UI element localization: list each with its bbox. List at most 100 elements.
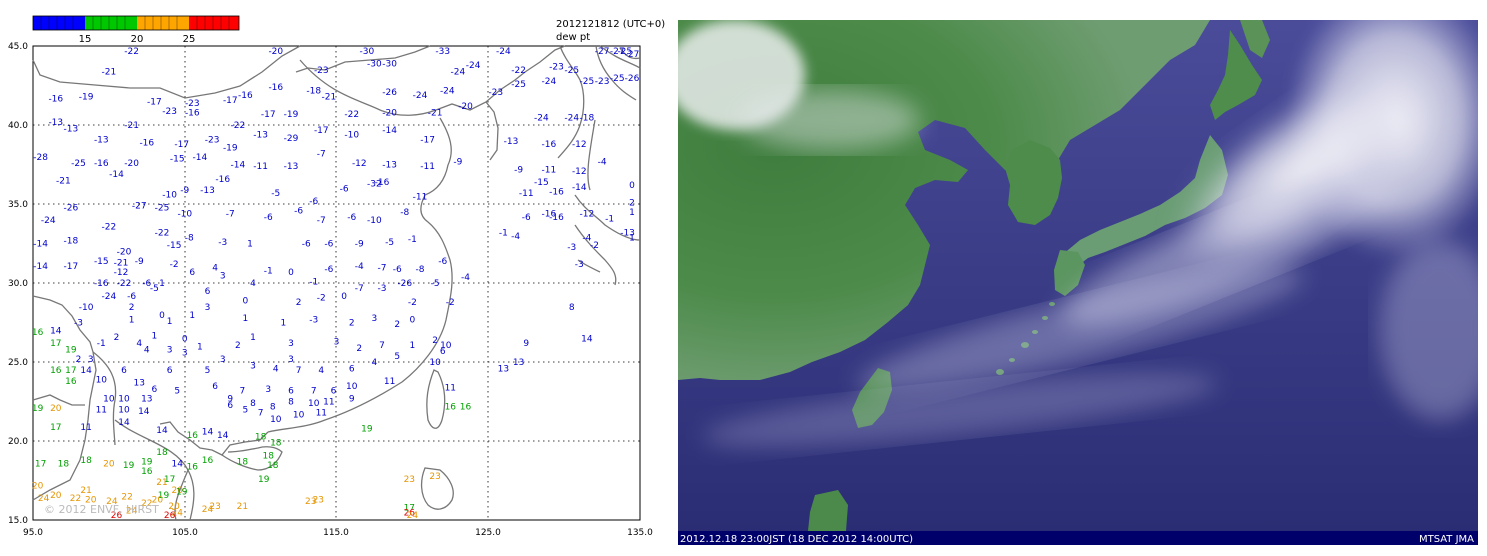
station-value: -6 bbox=[127, 292, 136, 302]
station-value: 6 bbox=[331, 387, 337, 397]
station-value: -9 bbox=[355, 240, 364, 250]
station-value: -24 bbox=[496, 47, 511, 57]
station-value: 16 bbox=[187, 431, 199, 441]
station-value: -27 bbox=[610, 47, 625, 57]
station-value: 1 bbox=[281, 319, 287, 329]
station-value: 23 bbox=[209, 502, 220, 512]
station-value: -3 bbox=[74, 319, 83, 329]
station-value: -26 bbox=[64, 203, 79, 213]
station-value: -17 bbox=[147, 98, 162, 108]
station-value: 20 bbox=[85, 496, 97, 506]
satellite-korea bbox=[1005, 140, 1062, 225]
station-value: -3 bbox=[309, 316, 318, 326]
station-value: -9 bbox=[135, 257, 144, 267]
station-value: 7 bbox=[258, 409, 264, 419]
station-value: 2 bbox=[432, 336, 438, 346]
station-value: -22 bbox=[231, 121, 246, 131]
station-value: 0 bbox=[159, 311, 165, 321]
station-value: -25 bbox=[617, 47, 632, 57]
station-value: 3 bbox=[205, 303, 211, 313]
station-value: -6 bbox=[340, 184, 349, 194]
station-value: -25 bbox=[610, 74, 625, 84]
station-value: 20 bbox=[50, 404, 62, 414]
dew-point-map: 15 20 25 2012121812 (UTC+0) dew pt bbox=[8, 15, 665, 538]
satellite-clouds bbox=[678, 20, 1478, 447]
station-value: -24 bbox=[542, 77, 557, 87]
station-value: -8 bbox=[416, 265, 425, 275]
station-value: 16 bbox=[202, 456, 214, 466]
satellite-luzon bbox=[808, 490, 848, 531]
station-value: 3 bbox=[288, 339, 294, 349]
station-value: -17 bbox=[314, 126, 329, 136]
station-value: 6 bbox=[189, 268, 195, 278]
station-value: 3 bbox=[88, 355, 94, 365]
lon-tick-135: 135.0 bbox=[627, 528, 653, 538]
station-value: 9 bbox=[227, 395, 233, 405]
station-value: -1 bbox=[97, 339, 106, 349]
station-value: -1 bbox=[264, 267, 273, 277]
station-value: 6 bbox=[152, 385, 158, 395]
station-value: -12 bbox=[114, 268, 129, 278]
station-value: 17 bbox=[50, 339, 61, 349]
station-value: -4 bbox=[461, 273, 470, 283]
station-value: 3 bbox=[288, 355, 294, 365]
station-value: -4 bbox=[511, 232, 520, 242]
station-value: -11 bbox=[413, 192, 428, 202]
station-value: -16 bbox=[542, 140, 557, 150]
colorbar-tick-15: 15 bbox=[79, 34, 92, 45]
station-value: 6 bbox=[349, 365, 355, 375]
station-value: -11 bbox=[420, 162, 435, 172]
station-value: 9 bbox=[523, 339, 529, 349]
station-value: 11 bbox=[96, 406, 107, 416]
satellite-sakhalin bbox=[1240, 20, 1270, 58]
station-value: 17 bbox=[50, 423, 61, 433]
station-value: 2 bbox=[349, 319, 355, 329]
station-value: 3 bbox=[250, 361, 256, 371]
station-value: 19 bbox=[141, 458, 153, 468]
station-value: -13 bbox=[200, 186, 215, 196]
station-values: -22 -20 -30 -33 -24-21 -23-30 -30-24-24 -22 -23-… bbox=[32, 47, 640, 521]
station-value: -14 bbox=[33, 262, 48, 272]
station-value: 1 bbox=[197, 342, 203, 352]
station-value: -16 bbox=[215, 175, 230, 185]
station-value: -22 bbox=[117, 279, 132, 289]
station-value: -16 bbox=[549, 188, 564, 198]
station-value: -13 bbox=[284, 162, 299, 172]
station-value: -5 bbox=[385, 238, 394, 248]
station-value: -2 bbox=[170, 260, 179, 270]
station-value: 0 bbox=[410, 316, 416, 326]
satellite-caption-bar bbox=[678, 531, 1478, 545]
station-value: -6 bbox=[302, 240, 311, 250]
station-value: 0 bbox=[182, 335, 188, 345]
station-value: -22 bbox=[102, 222, 117, 232]
station-value: -11 bbox=[519, 189, 534, 199]
station-value: 20 bbox=[32, 481, 44, 491]
station-value: 20 bbox=[171, 486, 183, 496]
station-value: 2 bbox=[394, 320, 400, 330]
station-value: -16 bbox=[268, 83, 283, 93]
station-value: -25 bbox=[564, 66, 579, 76]
station-value: 3 bbox=[167, 346, 173, 356]
lat-tick-30: 30.0 bbox=[8, 279, 28, 289]
station-value: 18 bbox=[58, 459, 70, 469]
lon-tick-115: 115.0 bbox=[323, 528, 349, 538]
station-value: 10 bbox=[293, 410, 305, 420]
station-value: -9 bbox=[514, 165, 523, 175]
station-value: 2 bbox=[235, 341, 241, 351]
station-value: 7 bbox=[240, 387, 246, 397]
station-value: 24 bbox=[38, 494, 50, 504]
station-value: -6 bbox=[142, 279, 151, 289]
station-value: -6 bbox=[294, 207, 303, 217]
station-value: 14 bbox=[118, 418, 130, 428]
lat-tick-20: 20.0 bbox=[8, 437, 28, 447]
map-timestamp: 2012121812 (UTC+0) bbox=[556, 19, 665, 30]
station-value: 22 bbox=[121, 493, 132, 503]
station-value: -15 bbox=[534, 178, 549, 188]
lat-axis: 45.0 40.0 35.0 30.0 25.0 20.0 15.0 bbox=[8, 42, 28, 526]
station-value: 5 bbox=[394, 352, 400, 362]
station-value: -15 bbox=[94, 257, 109, 267]
map-gridlines bbox=[33, 46, 640, 520]
station-value: -17 bbox=[174, 140, 189, 150]
station-value: -30 bbox=[382, 60, 397, 70]
